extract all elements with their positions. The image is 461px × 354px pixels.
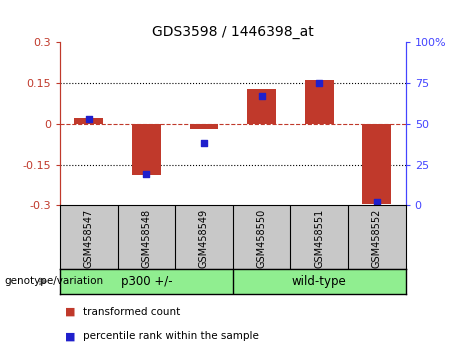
Bar [362,124,391,204]
Text: p300 +/-: p300 +/- [121,275,172,288]
Text: GSM458552: GSM458552 [372,209,382,268]
Text: genotype/variation: genotype/variation [5,276,104,286]
Text: GSM458547: GSM458547 [84,209,94,268]
Text: wild-type: wild-type [292,275,347,288]
Bar [247,88,276,124]
Title: GDS3598 / 1446398_at: GDS3598 / 1446398_at [152,25,313,39]
Bar [132,124,161,176]
Bar [305,80,334,124]
Point [142,172,150,177]
Point [200,141,207,146]
Text: GSM458549: GSM458549 [199,209,209,268]
Point [373,199,381,205]
Point [85,116,92,122]
Text: GSM458548: GSM458548 [142,209,151,268]
Text: ■: ■ [65,307,75,316]
Text: GSM458551: GSM458551 [314,209,324,268]
Text: percentile rank within the sample: percentile rank within the sample [83,331,259,341]
Bar [74,119,103,124]
Text: ■: ■ [65,331,75,341]
Point [258,93,266,99]
Text: GSM458550: GSM458550 [257,209,266,268]
Point [315,80,323,86]
Text: transformed count: transformed count [83,307,180,316]
Bar [189,124,219,129]
